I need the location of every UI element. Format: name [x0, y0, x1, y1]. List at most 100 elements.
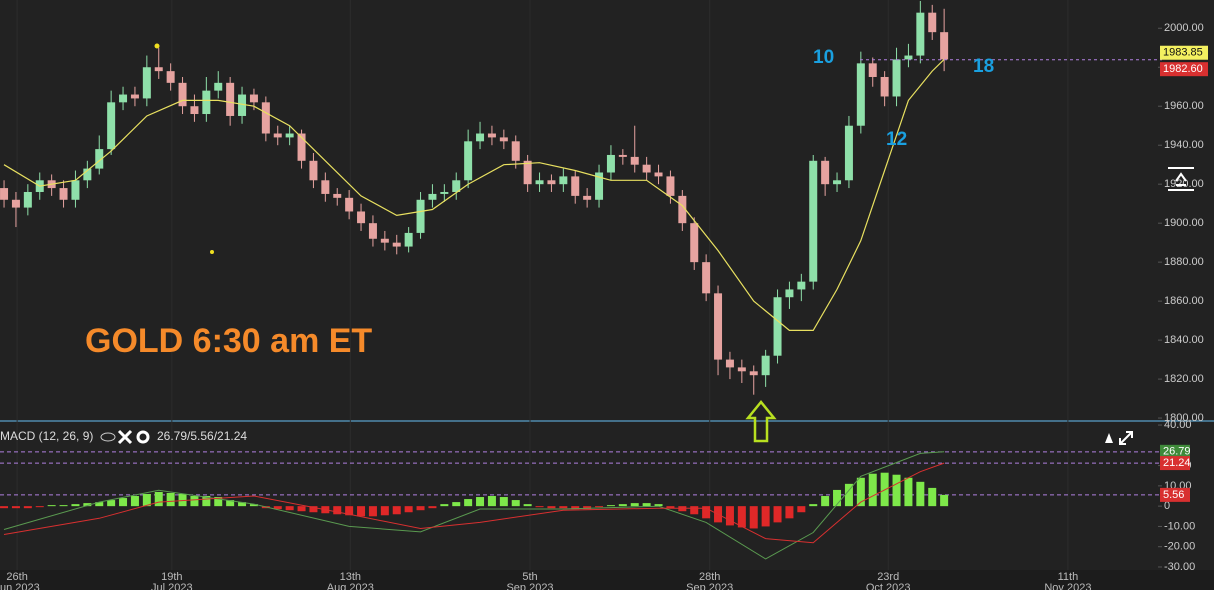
histogram-bar: [547, 506, 556, 509]
histogram-bar: [737, 506, 746, 528]
histogram-bar: [333, 506, 342, 515]
histogram-bar: [440, 504, 449, 507]
histogram-bar: [630, 503, 639, 507]
histogram-bar: [392, 506, 401, 515]
histogram-bar: [797, 506, 806, 513]
y-tick-label: 1800.00: [1164, 412, 1204, 424]
date-month-label: Sep 2023: [506, 582, 553, 590]
histogram-bar: [202, 496, 211, 507]
date-axis-strip: [0, 570, 1214, 590]
candle-body: [595, 172, 604, 200]
collapse-icon[interactable]: [1105, 433, 1113, 443]
y-tick-label: 1820.00: [1164, 373, 1204, 385]
histogram-bar: [166, 492, 175, 507]
histogram-bar: [83, 503, 92, 507]
histogram-bar: [916, 481, 925, 507]
expand-icon[interactable]: [1119, 431, 1133, 445]
histogram-bar: [583, 506, 592, 510]
candle-body: [357, 211, 366, 224]
candle-body: [166, 71, 175, 83]
histogram-bar: [844, 483, 853, 507]
candle-body: [154, 67, 163, 72]
date-month-label: Jul 2023: [151, 582, 193, 590]
histogram-bar: [249, 504, 258, 507]
y-tick-label: 1840.00: [1164, 334, 1204, 346]
histogram-bar: [226, 500, 235, 507]
histogram-bar: [904, 477, 913, 507]
histogram-bar: [856, 477, 865, 507]
date-month-label: Oct 2023: [866, 582, 911, 590]
histogram-bar: [357, 506, 366, 517]
histogram-bar: [130, 496, 139, 507]
scale-icon[interactable]: [1168, 167, 1194, 191]
candle-body: [368, 223, 377, 239]
candle-body: [226, 82, 235, 116]
date-month-label: Nov 2023: [1044, 582, 1091, 590]
candle-body: [559, 176, 568, 185]
histogram-bar: [523, 504, 532, 507]
candle-body: [773, 297, 782, 356]
histogram-bar: [571, 506, 580, 510]
candle-body: [797, 281, 806, 290]
candle-body: [71, 180, 80, 200]
candle-body: [95, 149, 104, 169]
moving-average: [3, 58, 945, 331]
macd-line: [3, 451, 945, 560]
histogram-bar: [59, 505, 68, 507]
date-day-label: 26th: [6, 571, 27, 583]
histogram-bar: [690, 506, 699, 515]
date-day-label: 28th: [699, 571, 720, 583]
candle-body: [0, 188, 9, 200]
candle-body: [428, 193, 437, 200]
dot: [154, 43, 160, 49]
histogram-bar: [107, 500, 116, 507]
annotation: 18: [973, 56, 994, 77]
candle-body: [404, 232, 413, 247]
y-tick-label: 0: [1164, 500, 1170, 512]
histogram-bar: [833, 489, 842, 507]
histogram-bar: [606, 505, 615, 507]
candle-body: [83, 168, 92, 181]
candle-body: [714, 293, 723, 360]
histogram-bar: [892, 474, 901, 507]
candle-body: [238, 94, 247, 116]
close-icon[interactable]: [117, 429, 133, 445]
dot: [210, 250, 214, 254]
macd-readout: 26.79/5.56/21.24: [157, 429, 247, 443]
candle-body: [571, 176, 580, 196]
histogram-bar: [654, 504, 663, 507]
level-tag: [1160, 444, 1190, 459]
histogram-bar: [416, 506, 425, 511]
histogram-bar: [119, 498, 128, 507]
candle-body: [606, 154, 615, 173]
histogram-bar: [725, 506, 734, 526]
candle-body: [928, 12, 937, 33]
histogram-bar: [666, 506, 675, 509]
histogram-bar: [821, 496, 830, 507]
y-tick-label: 1940.00: [1164, 139, 1204, 151]
histogram-bar: [11, 506, 20, 509]
candle-body: [844, 125, 853, 181]
histogram-bar: [535, 506, 544, 508]
histogram-bar: [452, 502, 461, 507]
candle-body: [856, 63, 865, 126]
price-tag: [1160, 62, 1208, 77]
candle-body: [416, 199, 425, 233]
eye-icon[interactable]: [100, 432, 116, 442]
level-tag-label: 5.56: [1163, 489, 1184, 501]
histogram-bar: [214, 497, 223, 507]
candle-body: [273, 133, 282, 138]
date-day-label: 11th: [1058, 571, 1079, 583]
candle-body: [892, 59, 901, 97]
candle-body: [547, 180, 556, 185]
macd-icons[interactable]: [100, 429, 150, 445]
histogram-bar: [285, 506, 294, 511]
histogram-bar: [761, 506, 770, 527]
histogram-bar: [238, 502, 247, 507]
histogram-bar: [428, 506, 437, 509]
gear-icon[interactable]: [136, 430, 150, 444]
candle-body: [833, 180, 842, 185]
candle-body: [107, 102, 116, 150]
